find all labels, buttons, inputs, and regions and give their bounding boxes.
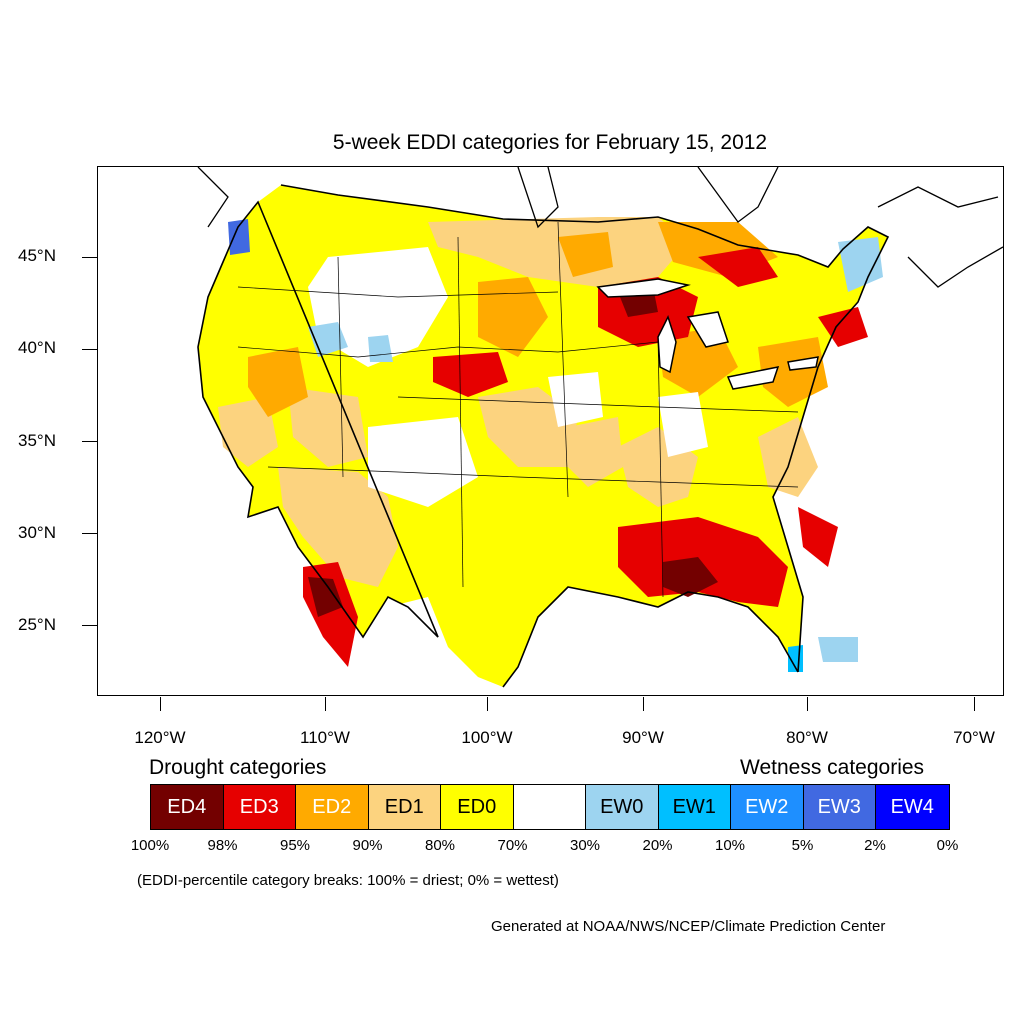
credit-line: Generated at NOAA/NWS/NCEP/Climate Predi… bbox=[491, 918, 886, 935]
lon-tick bbox=[487, 697, 488, 711]
legend-break-label: 90% bbox=[352, 837, 383, 854]
lon-tick bbox=[160, 697, 161, 711]
map-title: 5-week EDDI categories for February 15, … bbox=[332, 131, 768, 154]
lon-label-100w: 100°W bbox=[461, 728, 513, 747]
lon-tick bbox=[325, 697, 326, 711]
canada-coast bbox=[197, 167, 1003, 288]
legend-box-ew4: EW4 bbox=[876, 785, 949, 829]
legend-break-label: 100% bbox=[130, 837, 170, 854]
legend-break-label: 80% bbox=[424, 837, 456, 854]
lat-tick bbox=[82, 257, 97, 258]
legend-break-label: 0% bbox=[936, 837, 959, 854]
lat-label-45: 45°N bbox=[18, 246, 56, 265]
legend-break-label: 98% bbox=[207, 837, 238, 854]
legend-break-label: 2% bbox=[864, 837, 886, 854]
lat-tick bbox=[82, 533, 97, 534]
legend-break-label: 30% bbox=[569, 837, 601, 854]
legend-break-label: 95% bbox=[279, 837, 311, 854]
lat-label-40: 40°N bbox=[18, 338, 56, 357]
legend-box-ed3: ED3 bbox=[223, 785, 296, 829]
legend-box-normal bbox=[513, 785, 586, 829]
legend-colorbar: ED4 ED3 ED2 ED1 ED0 EW0 EW1 EW2 EW3 EW4 bbox=[150, 784, 950, 830]
legend-box-ew1: EW1 bbox=[658, 785, 731, 829]
legend-box-ew2: EW2 bbox=[731, 785, 804, 829]
lat-tick bbox=[82, 625, 97, 626]
lon-label-70w: 70°W bbox=[953, 728, 995, 747]
lat-tick bbox=[82, 349, 97, 350]
legend-box-ed1: ED1 bbox=[368, 785, 441, 829]
legend-break-label: 70% bbox=[497, 837, 528, 854]
lon-tick bbox=[807, 697, 808, 711]
lon-tick bbox=[643, 697, 644, 711]
lon-label-110w: 110°W bbox=[300, 728, 350, 747]
legend-note: (EDDI-percentile category breaks: 100% =… bbox=[137, 872, 559, 889]
wetness-categories-heading: Wetness categories bbox=[740, 756, 925, 779]
ed1-regions bbox=[218, 217, 818, 587]
lon-label-80w: 80°W bbox=[786, 728, 828, 747]
lon-label-90w: 90°W bbox=[622, 728, 664, 747]
lon-label-120w: 120°W bbox=[134, 728, 186, 747]
legend-break-label: 5% bbox=[791, 837, 814, 854]
legend-box-ed0: ED0 bbox=[441, 785, 514, 829]
lat-tick bbox=[82, 441, 97, 442]
legend-box-ed2: ED2 bbox=[296, 785, 369, 829]
lon-tick bbox=[974, 697, 975, 711]
lat-label-25: 25°N bbox=[18, 615, 56, 634]
legend-box-ew0: EW0 bbox=[586, 785, 659, 829]
state-lines bbox=[237, 221, 799, 598]
legend-break-label: 20% bbox=[642, 837, 673, 854]
great-lakes bbox=[596, 278, 819, 390]
legend-box-ew3: EW3 bbox=[803, 785, 876, 829]
eddi-map bbox=[197, 167, 1003, 688]
country-outline bbox=[197, 184, 890, 688]
drought-categories-heading: Drought categories bbox=[149, 756, 327, 779]
legend-break-label: 10% bbox=[714, 837, 746, 854]
legend-box-ed4: ED4 bbox=[151, 785, 224, 829]
map-panel bbox=[97, 166, 1004, 696]
lat-label-35: 35°N bbox=[18, 431, 56, 450]
lat-label-30: 30°N bbox=[18, 523, 56, 542]
